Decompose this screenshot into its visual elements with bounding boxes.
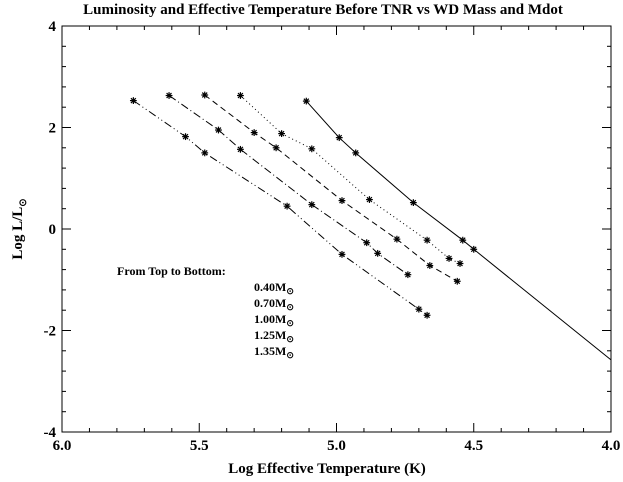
data-point bbox=[272, 144, 280, 152]
x-tick-label: 4.0 bbox=[602, 438, 621, 454]
axis-ticks bbox=[61, 25, 612, 433]
data-point bbox=[237, 145, 244, 153]
data-point bbox=[374, 249, 382, 257]
x-tick-label: 5.5 bbox=[190, 438, 209, 454]
data-point bbox=[404, 271, 412, 279]
series-line-3 bbox=[204, 94, 458, 282]
sun-symbol: ⊙ bbox=[286, 302, 294, 312]
data-point bbox=[215, 126, 222, 134]
data-point bbox=[415, 305, 423, 313]
data-point bbox=[308, 145, 316, 153]
data-point bbox=[338, 250, 346, 258]
x-tick-label: 6.0 bbox=[53, 438, 72, 454]
series-layer bbox=[133, 94, 612, 361]
data-point bbox=[393, 235, 401, 243]
y-axis-label: Log L/L⊙ bbox=[10, 198, 29, 259]
data-point bbox=[456, 260, 464, 267]
marker-layer bbox=[129, 91, 478, 319]
series-line-4 bbox=[168, 95, 409, 276]
x-axis-label: Log Effective Temperature (K) bbox=[228, 461, 426, 477]
y-tick-label: -4 bbox=[44, 425, 57, 441]
legend-entry: 0.40M⊙ bbox=[254, 280, 294, 296]
data-point bbox=[129, 97, 137, 105]
data-point bbox=[182, 133, 189, 141]
legend-entry: 1.25M⊙ bbox=[254, 328, 294, 344]
legend: From Top to Bottom: 0.40M⊙0.70M⊙1.00M⊙1.… bbox=[117, 264, 294, 360]
data-point bbox=[237, 92, 244, 99]
data-point bbox=[423, 311, 431, 319]
data-point bbox=[201, 91, 209, 99]
series-line-1 bbox=[305, 100, 612, 361]
legend-entry: 1.00M⊙ bbox=[254, 312, 294, 328]
data-point bbox=[308, 201, 316, 209]
svg-text:Log L/L⊙: Log L/L⊙ bbox=[10, 198, 29, 259]
data-point bbox=[453, 277, 461, 285]
data-point bbox=[283, 202, 291, 210]
sun-symbol: ⊙ bbox=[286, 350, 294, 360]
axis-tick-labels: 6.0 5.5 5.0 4.5 4.0 4 2 0 -2 -4 bbox=[44, 19, 621, 454]
data-point bbox=[426, 262, 434, 269]
x-tick-label: 4.5 bbox=[464, 438, 483, 454]
data-point bbox=[470, 245, 478, 253]
data-point bbox=[423, 236, 431, 244]
data-point bbox=[352, 149, 360, 157]
data-point bbox=[250, 129, 258, 136]
data-point bbox=[335, 134, 343, 142]
y-tick-label: 0 bbox=[49, 222, 57, 238]
data-point bbox=[278, 130, 285, 137]
plot-frame bbox=[61, 25, 612, 433]
data-point bbox=[363, 239, 371, 247]
data-point bbox=[201, 149, 209, 157]
data-point bbox=[302, 97, 310, 105]
data-point bbox=[165, 92, 173, 99]
x-tick-label: 5.0 bbox=[327, 438, 346, 454]
y-axis-label-sun: ⊙ bbox=[18, 198, 29, 206]
data-point bbox=[459, 236, 467, 244]
y-tick-label: 2 bbox=[49, 121, 57, 137]
legend-entry: 1.35M⊙ bbox=[254, 344, 294, 360]
data-point bbox=[445, 255, 453, 262]
sun-symbol: ⊙ bbox=[286, 318, 294, 328]
legend-heading: From Top to Bottom: bbox=[117, 264, 226, 278]
y-axis-label-main: Log L/L bbox=[10, 207, 26, 260]
legend-entry: 0.70M⊙ bbox=[254, 296, 294, 312]
sun-symbol: ⊙ bbox=[286, 334, 294, 344]
data-point bbox=[338, 197, 346, 204]
sun-symbol: ⊙ bbox=[286, 286, 294, 296]
data-point bbox=[409, 199, 417, 207]
data-point bbox=[366, 196, 373, 203]
y-tick-label: 4 bbox=[49, 19, 57, 35]
y-tick-label: -2 bbox=[44, 324, 57, 340]
chart-title: Luminosity and Effective Temperature Bef… bbox=[83, 2, 563, 18]
